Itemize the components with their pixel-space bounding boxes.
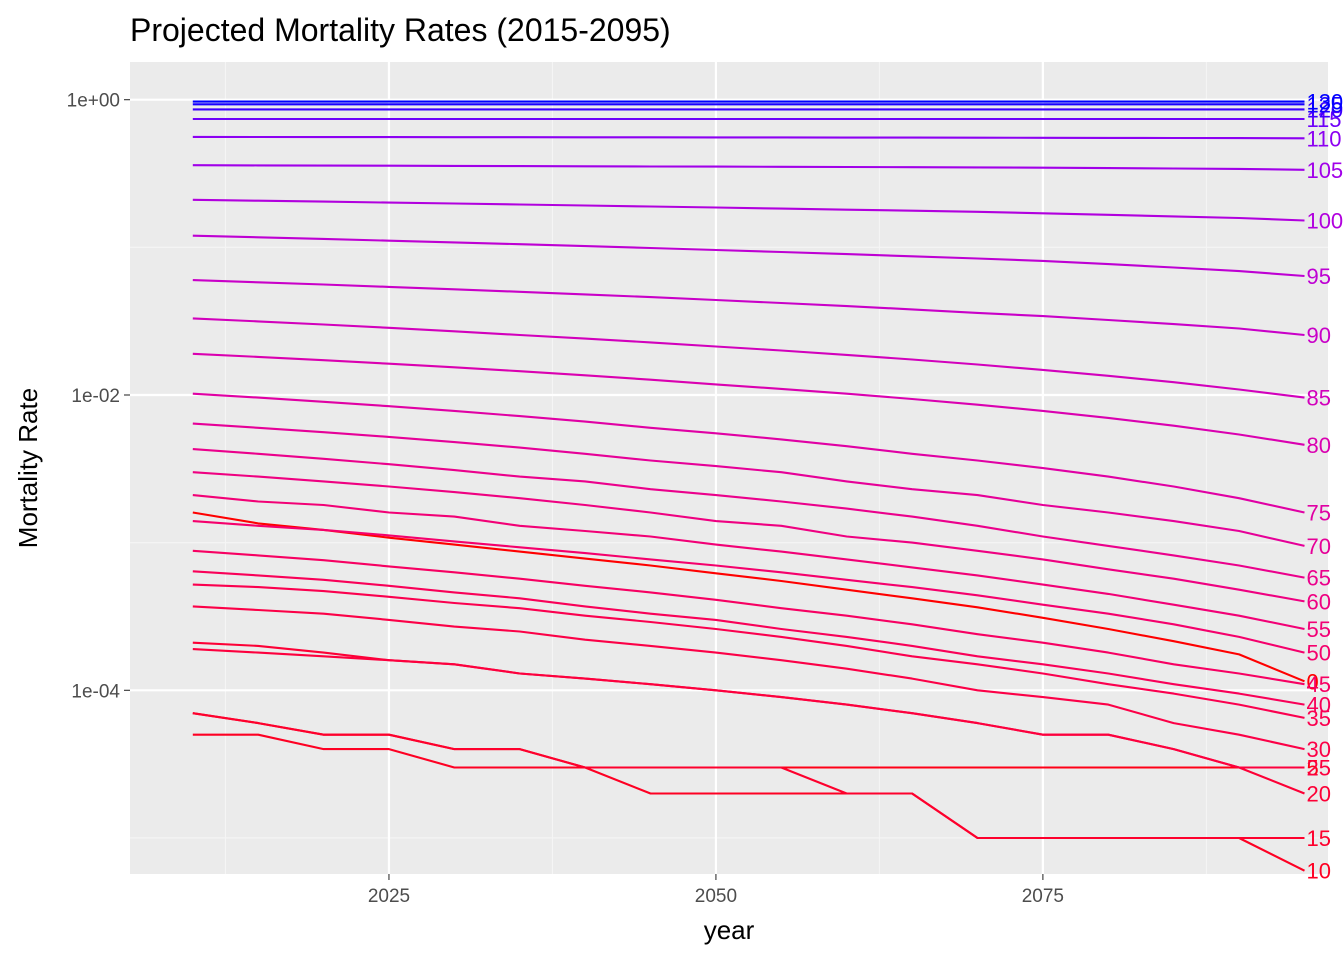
series-label-125: 125: [1306, 92, 1343, 117]
series-line-95: [192, 234, 1305, 278]
x-tick-label: 2075: [1022, 886, 1064, 907]
series-line-110: [192, 135, 1305, 140]
series-label-115: 115: [1306, 107, 1341, 132]
y-tick-label: 1e-04: [71, 681, 120, 702]
series-label-85: 85: [1306, 386, 1330, 411]
series-label-35: 35: [1306, 706, 1330, 731]
series-line-60: [192, 471, 1305, 603]
series-line-15: [192, 712, 1305, 840]
series-line-70: [192, 422, 1305, 547]
series-label-60: 60: [1306, 589, 1330, 614]
series-label-20: 20: [1306, 782, 1330, 807]
series-label-50: 50: [1306, 641, 1330, 666]
series-label-75: 75: [1306, 501, 1330, 526]
series-label-100: 100: [1306, 208, 1343, 233]
series-label-65: 65: [1306, 566, 1330, 591]
series-label-25: 25: [1306, 756, 1330, 781]
y-tick-label: 1e-02: [71, 386, 120, 407]
series-end-labels: 0510152025303540455055606570758085909510…: [1306, 90, 1343, 884]
series-label-10: 10: [1306, 859, 1330, 884]
series-line-80: [192, 352, 1305, 446]
series-line-105: [192, 164, 1305, 171]
series-label-55: 55: [1306, 617, 1330, 642]
series-label-110: 110: [1306, 126, 1341, 151]
series-label-45: 45: [1306, 672, 1330, 697]
series-label-40: 40: [1306, 693, 1330, 718]
series-line-25: [192, 648, 1305, 769]
series-line-35: [192, 583, 1305, 719]
series-label-30: 30: [1306, 737, 1330, 762]
series-line-0: [192, 511, 1305, 683]
series-line-65: [192, 448, 1305, 579]
series-line-50: [192, 520, 1305, 654]
series-line-100: [192, 198, 1305, 222]
y-axis: 1e+00 1e-02 1e-04: [67, 91, 130, 702]
x-axis-title: year: [704, 915, 755, 945]
series-line-75: [192, 392, 1305, 514]
series-label-90: 90: [1306, 323, 1330, 348]
series-lines: [192, 100, 1305, 872]
series-line-45: [192, 549, 1305, 686]
series-line-40: [192, 570, 1305, 706]
series-label-120: 120: [1306, 97, 1343, 122]
series-line-30: [192, 605, 1305, 751]
series-label-70: 70: [1306, 534, 1330, 559]
y-tick-label: 1e+00: [67, 91, 120, 112]
y-axis-title: Mortality Rate: [13, 388, 43, 548]
series-label-15: 15: [1306, 826, 1330, 851]
chart-title: Projected Mortality Rates (2015-2095): [130, 12, 671, 48]
x-axis: 2025 2050 2075: [368, 874, 1064, 907]
series-label-105: 105: [1306, 158, 1343, 183]
series-label-5: 5: [1306, 756, 1318, 781]
series-label-95: 95: [1306, 264, 1330, 289]
x-tick-label: 2050: [695, 886, 737, 907]
series-line-90: [192, 279, 1305, 337]
series-label-130: 130: [1306, 90, 1343, 115]
series-line-55: [192, 494, 1305, 631]
series-label-80: 80: [1306, 433, 1330, 458]
series-line-85: [192, 317, 1305, 399]
series-label-0: 0: [1306, 669, 1318, 694]
x-tick-label: 2025: [368, 886, 410, 907]
